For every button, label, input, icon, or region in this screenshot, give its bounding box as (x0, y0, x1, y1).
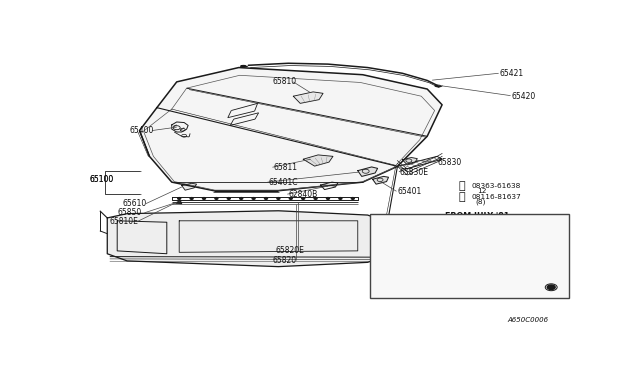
Text: FROM JULY '81: FROM JULY '81 (445, 212, 509, 221)
Text: 65401: 65401 (397, 187, 422, 196)
Polygon shape (303, 155, 333, 166)
Circle shape (351, 198, 355, 199)
Text: 65830: 65830 (437, 158, 461, 167)
Text: Ⓢ: Ⓢ (459, 180, 465, 190)
Text: 65610: 65610 (122, 199, 147, 208)
Polygon shape (372, 176, 388, 184)
Text: 65400: 65400 (129, 126, 154, 135)
Text: 65810: 65810 (273, 77, 296, 86)
Polygon shape (108, 211, 388, 267)
Text: 65811: 65811 (447, 244, 470, 250)
Bar (370, 214, 568, 298)
Text: 65420: 65420 (511, 92, 536, 101)
Circle shape (227, 198, 230, 199)
Text: 65100: 65100 (435, 237, 458, 243)
Circle shape (289, 198, 292, 199)
Text: 65100: 65100 (90, 175, 114, 184)
Text: 65811: 65811 (273, 163, 298, 172)
Text: 62840B: 62840B (288, 190, 317, 199)
Polygon shape (358, 167, 378, 176)
Text: 65401C: 65401C (269, 178, 298, 187)
Text: 08363-61638: 08363-61638 (472, 183, 521, 189)
Text: 65421: 65421 (499, 69, 524, 78)
Text: 08116-81637: 08116-81637 (472, 194, 522, 200)
Text: 66830B: 66830B (497, 286, 525, 292)
Circle shape (215, 198, 218, 199)
Text: 65100: 65100 (90, 175, 114, 184)
Polygon shape (140, 68, 442, 191)
Text: 65822: 65822 (380, 286, 404, 292)
Text: 65810: 65810 (405, 223, 428, 229)
Text: 65810E: 65810E (110, 217, 139, 226)
Circle shape (339, 198, 342, 199)
Polygon shape (420, 228, 474, 242)
Text: (8): (8) (476, 199, 486, 205)
Text: 65820E: 65820E (276, 246, 305, 254)
Circle shape (240, 198, 243, 199)
Circle shape (178, 198, 180, 199)
Polygon shape (293, 92, 323, 103)
Circle shape (277, 198, 280, 199)
Text: 65830E: 65830E (400, 168, 429, 177)
Circle shape (252, 198, 255, 199)
Text: 12: 12 (477, 188, 486, 194)
Text: 65820: 65820 (273, 256, 296, 264)
Circle shape (326, 198, 330, 199)
Circle shape (190, 198, 193, 199)
Text: 65850: 65850 (117, 208, 141, 217)
Text: Ⓑ: Ⓑ (459, 192, 465, 202)
Circle shape (264, 198, 268, 199)
Polygon shape (403, 157, 417, 165)
Polygon shape (176, 201, 182, 203)
Circle shape (301, 198, 305, 199)
Circle shape (547, 285, 555, 289)
Text: A650C0006: A650C0006 (508, 317, 548, 323)
Polygon shape (383, 222, 561, 289)
Circle shape (314, 198, 317, 199)
Circle shape (202, 198, 205, 199)
Polygon shape (182, 183, 196, 190)
